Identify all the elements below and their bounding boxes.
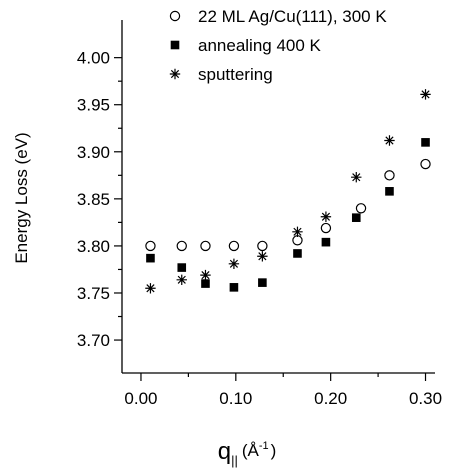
data-point	[176, 274, 187, 286]
data-point	[320, 211, 332, 222]
data-point	[320, 222, 332, 234]
legend-marker	[169, 10, 181, 22]
series-3	[145, 89, 431, 294]
series-1	[145, 158, 431, 252]
x-axis-label-unit: Å	[248, 441, 260, 460]
legend-entry: sputtering	[169, 65, 273, 84]
legend-label: 22 ML Ag/Cu(111), 300 K	[198, 7, 387, 26]
data-points	[145, 89, 431, 294]
data-point	[384, 170, 395, 181]
data-point	[176, 240, 187, 252]
data-point	[293, 249, 302, 258]
data-point	[229, 283, 239, 292]
data-point	[384, 135, 395, 146]
svg-text:q||(Å-1): q|| (Å-1)	[218, 438, 277, 468]
legend-entry: annealing 400 K	[170, 36, 322, 55]
data-point	[145, 283, 156, 294]
data-point	[200, 240, 211, 252]
y-tick-label: 3.70	[77, 331, 110, 350]
data-point	[292, 226, 303, 237]
data-point	[146, 253, 155, 263]
legend-marker	[170, 40, 180, 50]
data-point	[145, 240, 156, 252]
x-axis-label-main: q	[218, 438, 231, 465]
y-ticks: 3.70 3.75 3.80 3.85 3.90 3.95 4.00	[77, 49, 122, 350]
x-axis-label-subscript: ||	[231, 453, 238, 468]
legend-label: sputtering	[198, 65, 273, 84]
data-point	[351, 172, 362, 183]
axes	[121, 20, 435, 374]
data-point	[200, 269, 211, 281]
data-point	[292, 235, 303, 246]
y-axis-label: Energy Loss (eV)	[12, 132, 31, 263]
legend: 22 ML Ag/Cu(111), 300 K annealing 400 K sp…	[169, 7, 387, 84]
data-point	[420, 158, 431, 170]
data-point	[257, 251, 268, 262]
x-tick-label: 0.20	[314, 389, 347, 408]
data-point	[177, 263, 187, 272]
data-point	[201, 279, 210, 288]
y-tick-label: 3.95	[77, 96, 110, 115]
y-tick-label: 3.85	[77, 190, 110, 209]
x-tick-label: 0.30	[409, 389, 442, 408]
x-tick-label: 0.10	[219, 389, 252, 408]
x-axis-label-unit-superscript: -1	[259, 440, 269, 452]
legend-marker	[169, 68, 181, 80]
x-tick-label: 0.00	[124, 389, 157, 408]
data-point	[228, 258, 240, 270]
data-point	[420, 89, 431, 100]
x-axis-label: q|| (Å-1)	[218, 438, 277, 468]
y-tick-label: 3.75	[77, 284, 110, 303]
y-tick-label: 3.90	[77, 143, 110, 162]
x-axis-label-open-paren: (	[242, 441, 248, 460]
x-axis-label-close-paren: )	[271, 441, 277, 460]
legend-label: annealing 400 K	[198, 36, 322, 55]
data-point	[385, 187, 394, 196]
x-ticks: 0.00 0.10 0.20 0.30	[124, 373, 442, 408]
data-point	[228, 240, 240, 252]
data-point	[421, 138, 430, 147]
legend-entry: 22 ML Ag/Cu(111), 300 K	[169, 7, 387, 26]
y-tick-label: 3.80	[77, 237, 110, 256]
data-point	[257, 240, 268, 252]
data-point	[258, 278, 267, 287]
series-2	[146, 138, 430, 292]
data-point	[355, 203, 367, 214]
data-point	[321, 237, 331, 247]
data-point	[351, 213, 361, 222]
y-tick-label: 4.00	[77, 49, 110, 68]
